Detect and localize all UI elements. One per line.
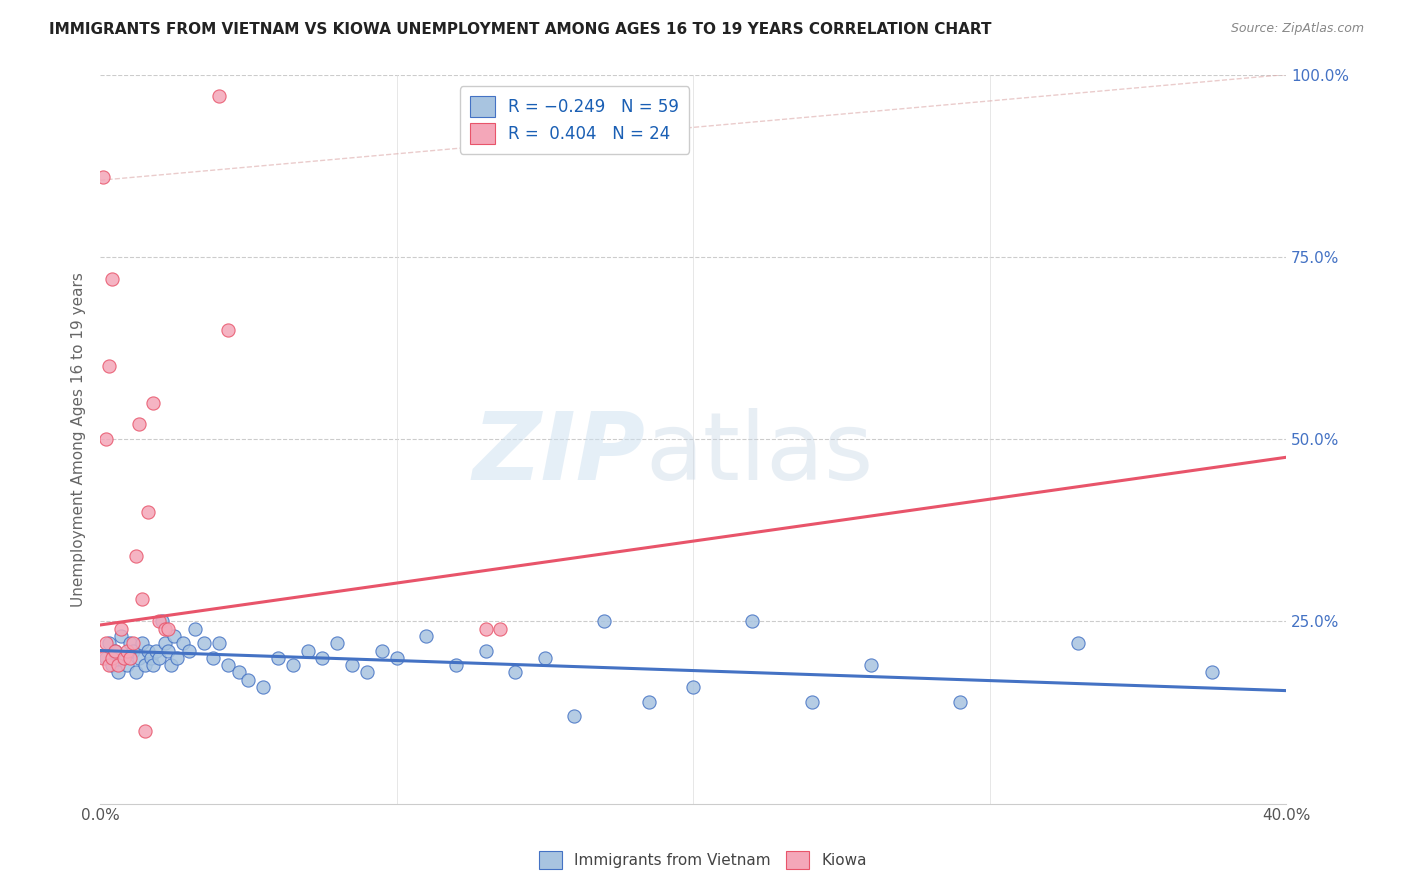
Point [131,592,153,607]
Point [1067,636,1090,650]
Point [474,643,496,657]
Y-axis label: Unemployment Among Ages 16 to 19 years: Unemployment Among Ages 16 to 19 years [72,272,86,607]
Point [949,694,972,708]
Point [193,636,215,650]
Point [115,643,138,657]
Point [177,643,200,657]
Point [326,636,349,650]
Point [110,629,132,643]
Point [503,665,526,680]
Point [172,636,194,650]
Point [311,650,333,665]
Point [155,622,177,636]
Text: Source: ZipAtlas.com: Source: ZipAtlas.com [1230,22,1364,36]
Point [112,650,135,665]
Point [201,650,224,665]
Point [163,629,186,643]
Point [142,658,165,673]
Point [115,658,138,673]
Point [208,89,231,103]
Point [134,723,156,738]
Point [228,665,250,680]
Point [94,650,117,665]
Point [564,709,586,723]
Point [107,665,129,680]
Point [184,622,207,636]
Point [150,615,173,629]
Point [118,636,141,650]
Point [157,643,180,657]
Point [98,359,121,373]
Point [297,643,319,657]
Point [134,658,156,673]
Point [136,643,159,657]
Point [148,650,170,665]
Point [148,615,170,629]
Point [94,636,117,650]
Point [637,694,659,708]
Point [474,622,496,636]
Point [157,622,180,636]
Point [101,650,124,665]
Point [110,622,132,636]
Point [682,680,704,694]
Point [98,658,121,673]
Point [593,615,616,629]
Point [160,658,183,673]
Point [142,395,165,409]
Point [145,643,167,657]
Point [415,629,437,643]
Legend: R = −0.249   N = 59, R =  0.404   N = 24: R = −0.249 N = 59, R = 0.404 N = 24 [460,87,689,153]
Point [121,636,143,650]
Point [800,694,823,708]
Point [489,622,512,636]
Point [1201,665,1223,680]
Point [128,650,150,665]
Point [444,658,467,673]
Point [91,650,114,665]
Text: IMMIGRANTS FROM VIETNAM VS KIOWA UNEMPLOYMENT AMONG AGES 16 TO 19 YEARS CORRELAT: IMMIGRANTS FROM VIETNAM VS KIOWA UNEMPLO… [49,22,991,37]
Point [118,650,141,665]
Point [91,169,114,184]
Point [125,549,148,563]
Point [166,650,188,665]
Point [217,658,239,673]
Point [101,658,124,673]
Point [104,643,127,657]
Point [281,658,304,673]
Point [121,643,143,657]
Point [155,636,177,650]
Point [267,650,290,665]
Point [238,673,260,687]
Point [217,323,239,337]
Text: atlas: atlas [645,408,875,500]
Point [139,650,162,665]
Point [208,636,231,650]
Point [741,615,763,629]
Point [128,417,150,432]
Legend: Immigrants from Vietnam, Kiowa: Immigrants from Vietnam, Kiowa [533,845,873,875]
Point [859,658,882,673]
Point [371,643,394,657]
Point [356,665,378,680]
Text: ZIP: ZIP [472,408,645,500]
Point [104,643,127,657]
Point [252,680,274,694]
Point [385,650,408,665]
Point [94,432,117,446]
Point [340,658,363,673]
Point [107,658,129,673]
Point [98,636,121,650]
Point [131,636,153,650]
Point [101,271,124,285]
Point [125,665,148,680]
Point [112,650,135,665]
Point [136,505,159,519]
Point [533,650,555,665]
